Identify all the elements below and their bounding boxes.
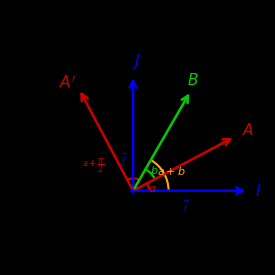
Text: $a+b$: $a+b$ [157,165,186,177]
Text: $J$: $J$ [132,52,141,71]
Text: $B$: $B$ [187,72,199,88]
Text: $\alpha$: $\alpha$ [148,184,158,194]
Text: $b$: $b$ [150,164,159,176]
Text: $\vec{i}$: $\vec{i}$ [183,198,190,214]
Text: $a+\dfrac{\pi}{2}$: $a+\dfrac{\pi}{2}$ [82,156,104,175]
Text: $I$: $I$ [255,183,261,199]
Text: $\vec{j}$: $\vec{j}$ [120,151,128,169]
Text: $A'$: $A'$ [59,75,77,91]
Text: $A$: $A$ [242,122,254,138]
